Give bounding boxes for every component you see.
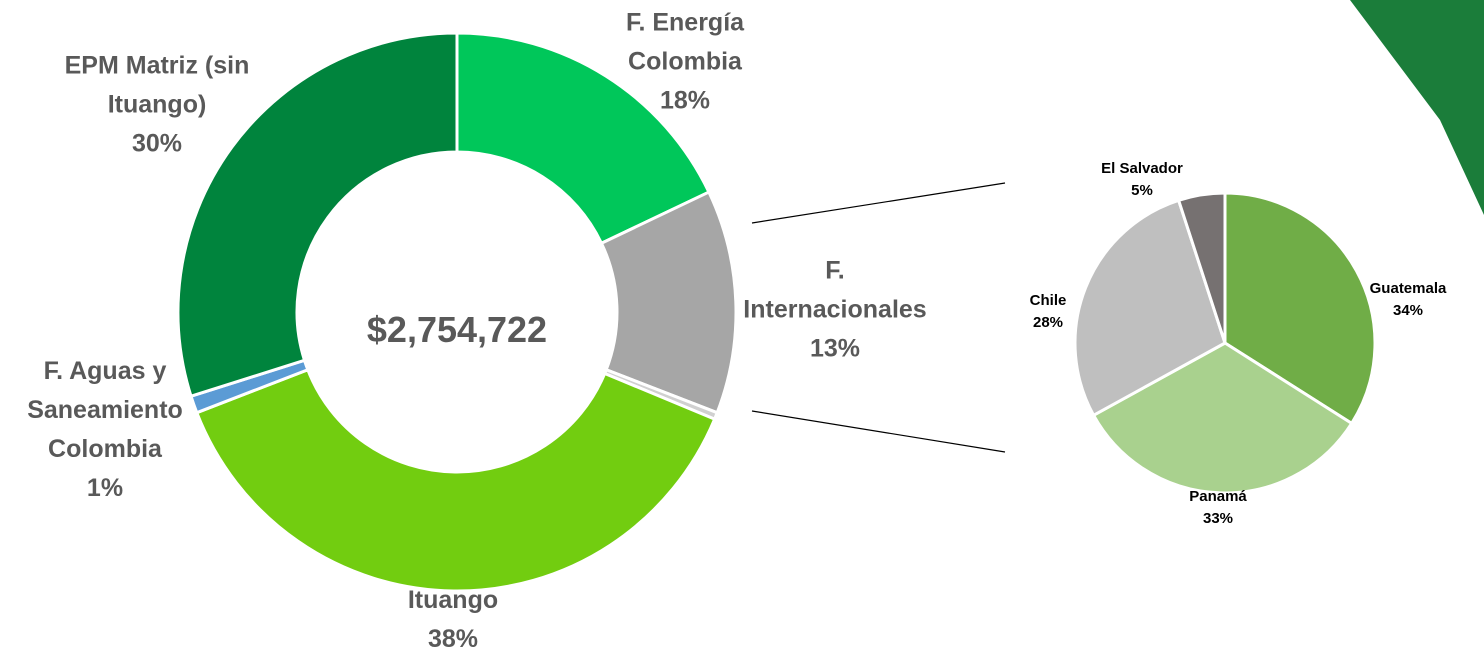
slice-label: F. Energía Colombia 18% [605,4,765,121]
category-label: F. Energía Colombia [625,8,745,76]
value-label: 1% [86,474,124,502]
slice-label: Ituango 38% [353,581,553,656]
slice [455,31,711,246]
slice [194,367,717,593]
value-label: 38% [427,625,479,653]
value-label: 33% [1202,510,1234,527]
slice [1176,191,1227,344]
connector [751,410,1006,453]
category-label: Panamá [1189,488,1247,505]
slice [1073,198,1227,418]
value-label: 13% [809,334,861,363]
center-label: $2,754,722 [366,309,548,350]
category-label: Guatemala [1369,280,1447,297]
connector [751,182,1006,224]
category-label: F. Internacionales [743,256,927,324]
value-label: 5% [1131,182,1153,199]
value-label: 28% [1032,314,1064,331]
slice-label: Guatemala 34% [1353,278,1463,322]
slice-label: EPM Matriz (sin Ituango) 30% [62,47,252,164]
category-label: Chile [1029,292,1067,309]
value-label: 30% [131,129,183,158]
value-label: 18% [659,86,711,115]
slice-label: F. Internacionales 13% [735,252,935,369]
category-label: F. Aguas y Saneamiento Colombia [27,357,183,463]
value-label: 34% [1392,302,1424,319]
slice [176,31,459,399]
slice-label: El Salvador 5% [1087,158,1197,202]
slice-label: Panamá 33% [1163,486,1273,530]
slice-label: Chile 28% [1008,290,1088,334]
category-label: EPM Matriz (sin Ituango) [64,51,250,119]
category-label: El Salvador [1101,160,1183,177]
slice-label: F. Aguas y Saneamiento Colombia 1% [18,352,193,508]
category-label: Ituango [407,586,499,614]
corner-decoration [1350,0,1484,215]
